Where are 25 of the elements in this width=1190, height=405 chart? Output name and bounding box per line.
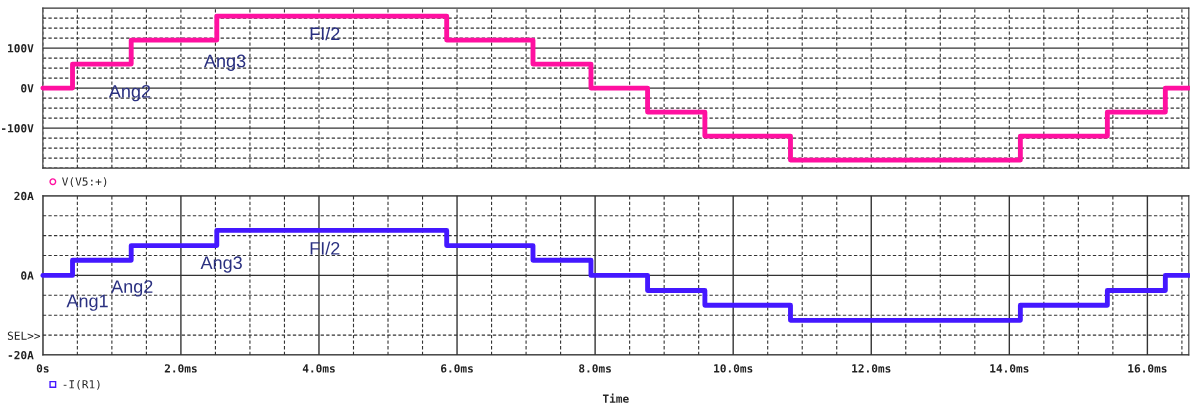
annotation: FI/2 bbox=[310, 26, 340, 41]
annotation: Ang3 bbox=[204, 54, 246, 71]
x-tick-label: 8.0ms bbox=[579, 364, 611, 373]
x-tick-label: 14.0ms bbox=[990, 364, 1029, 373]
annotation: Ang2 bbox=[111, 280, 153, 297]
y-tick-label: -20A bbox=[8, 350, 34, 360]
x-tick-label: 2.0ms bbox=[164, 364, 197, 373]
x-tick-label: 6.0ms bbox=[441, 364, 473, 373]
text: SEL>> bbox=[7, 331, 41, 340]
x-axis-title: Time bbox=[602, 393, 629, 403]
legend-label: -I(R1) bbox=[63, 379, 100, 390]
y-tick-label: 100V bbox=[8, 44, 34, 53]
y-tick-label: 0V bbox=[21, 84, 34, 93]
x-tick-label: 4.0ms bbox=[302, 364, 335, 373]
legend-label: V(V5:+) bbox=[62, 177, 107, 188]
annotation: Ang2 bbox=[108, 84, 151, 102]
annotation: Ang1 bbox=[66, 294, 108, 311]
y-tick-label: 20A bbox=[14, 191, 34, 201]
y-tick-label: -100V bbox=[2, 124, 34, 133]
x-tick-label: 16.0ms bbox=[1128, 364, 1167, 373]
y-tick-label: 0A bbox=[21, 271, 34, 280]
x-tick-label: 0s bbox=[36, 364, 49, 373]
x-tick-label: 10.0ms bbox=[714, 364, 753, 373]
x-tick-label: 12.0ms bbox=[852, 364, 891, 373]
annotation: Ang3 bbox=[200, 256, 242, 273]
